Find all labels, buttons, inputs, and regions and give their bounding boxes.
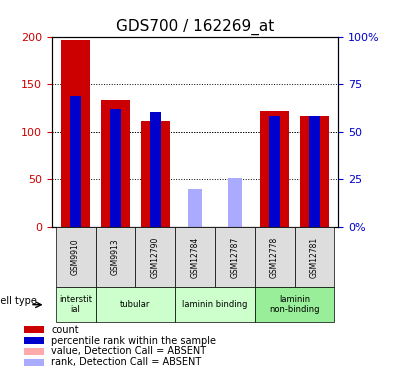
FancyBboxPatch shape <box>135 227 175 287</box>
Text: GSM12790: GSM12790 <box>151 236 160 278</box>
Bar <box>110 109 121 227</box>
FancyBboxPatch shape <box>175 227 215 287</box>
FancyBboxPatch shape <box>255 287 334 322</box>
Bar <box>23 359 44 366</box>
Bar <box>23 326 44 333</box>
Text: GSM9910: GSM9910 <box>71 239 80 276</box>
Text: laminin binding: laminin binding <box>182 300 248 309</box>
Bar <box>269 116 280 227</box>
Title: GDS700 / 162269_at: GDS700 / 162269_at <box>116 19 274 35</box>
Text: GSM12787: GSM12787 <box>230 236 239 278</box>
FancyBboxPatch shape <box>96 227 135 287</box>
Bar <box>61 40 90 227</box>
Text: GSM12784: GSM12784 <box>191 236 199 278</box>
Bar <box>228 178 242 227</box>
Bar <box>188 217 202 227</box>
Text: percentile rank within the sample: percentile rank within the sample <box>51 336 216 346</box>
FancyBboxPatch shape <box>215 227 255 287</box>
Text: count: count <box>51 325 79 335</box>
Text: interstit
ial: interstit ial <box>59 295 92 314</box>
Bar <box>150 112 161 227</box>
Text: GSM9913: GSM9913 <box>111 239 120 276</box>
FancyBboxPatch shape <box>175 287 255 322</box>
Bar <box>228 214 242 227</box>
Bar <box>309 116 320 227</box>
Text: rank, Detection Call = ABSENT: rank, Detection Call = ABSENT <box>51 358 201 366</box>
Text: laminin
non-binding: laminin non-binding <box>269 295 320 314</box>
Bar <box>260 111 289 227</box>
FancyBboxPatch shape <box>255 227 295 287</box>
Text: value, Detection Call = ABSENT: value, Detection Call = ABSENT <box>51 347 206 356</box>
Text: GSM12781: GSM12781 <box>310 236 319 278</box>
Text: GSM12778: GSM12778 <box>270 236 279 278</box>
Bar <box>300 116 329 227</box>
FancyBboxPatch shape <box>96 287 175 322</box>
Bar <box>23 348 44 355</box>
Bar <box>23 337 44 344</box>
Bar <box>70 96 81 227</box>
FancyBboxPatch shape <box>56 287 96 322</box>
Text: tubular: tubular <box>120 300 150 309</box>
FancyBboxPatch shape <box>56 227 96 287</box>
FancyBboxPatch shape <box>295 227 334 287</box>
Bar <box>141 121 170 227</box>
Bar <box>188 189 202 227</box>
Bar <box>101 100 130 227</box>
Text: cell type: cell type <box>0 296 37 306</box>
